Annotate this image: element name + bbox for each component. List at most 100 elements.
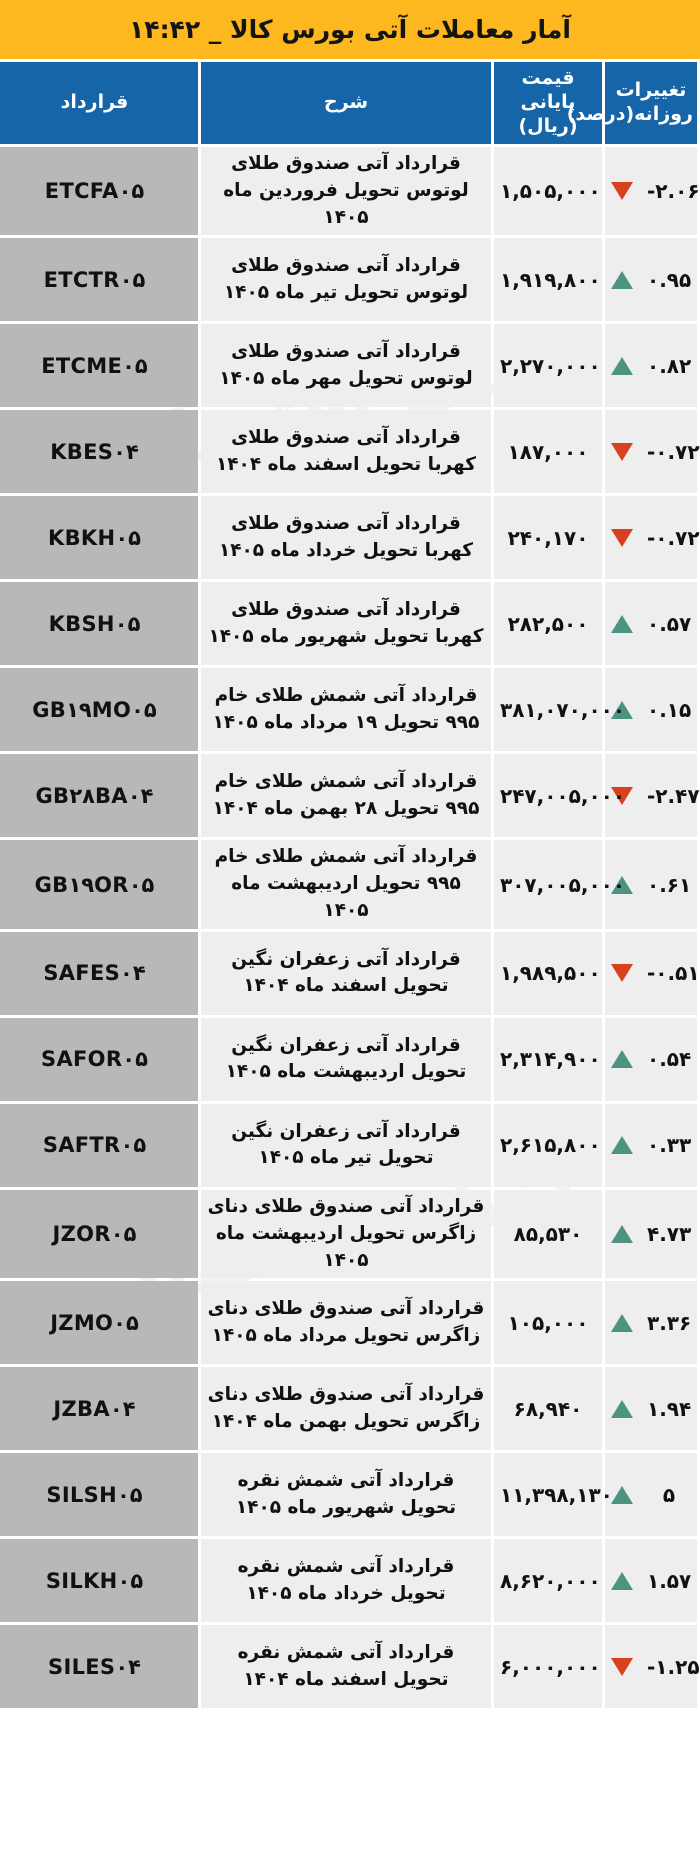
triangle-down-icon [611,528,633,547]
table-row: ۰.۵۷ ۲۸۲,۵۰۰ قرارداد آتی صندوق طلای کهربا … [0,582,697,666]
change-value: ۴.۷۳ [647,1222,692,1247]
triangle-down-icon [611,442,633,461]
table-row: ۰.۶۱ ۳۰۷,۰۰۵,۰۰۰ قرارداد آتی شمش طلای خام … [0,840,697,929]
table-row: ۳.۳۶ ۱۰۵,۰۰۰ قرارداد آتی صندوق طلای دنای ز… [0,1281,697,1365]
change-value: -۲.۰۶ [647,179,700,204]
cell-closing-price: ۶۸,۹۴۰ [494,1367,602,1451]
triangle-down-icon [611,1657,633,1676]
column-header-description: شرح [201,62,491,144]
table-row: ۰.۹۵ ۱,۹۱۹,۸۰۰ قرارداد آتی صندوق طلای لوتو… [0,238,697,322]
change-value: -۱.۲۵ [647,1654,700,1679]
cell-description: قرارداد آتی صندوق طلای کهربا تحویل خرداد… [201,496,491,580]
cell-contract-code: JZMO۰۵ [0,1281,198,1365]
cell-closing-price: ۲,۳۱۴,۹۰۰ [494,1017,602,1101]
cell-closing-price: ۱۸۷,۰۰۰ [494,410,602,494]
cell-description: قرارداد آتی شمش طلای خام ۹۹۵ تحویل اردیب… [201,840,491,929]
cell-daily-change: ۰.۱۵ [605,668,697,752]
futures-contracts-table: تغییرات روزانه(درصد) قیمت پایانی (ریال) … [0,59,700,1711]
cell-description: قرارداد آتی شمش نقره تحویل خرداد ماه ۱۴۰… [201,1539,491,1623]
triangle-up-icon [611,1571,633,1590]
table-row: ۴.۷۳ ۸۵,۵۳۰ قرارداد آتی صندوق طلای دنای زا… [0,1189,697,1279]
cell-daily-change: ۰.۶۱ [605,840,697,929]
cell-description: قرارداد آتی صندوق طلای دنای زاگرس تحویل … [201,1367,491,1451]
cell-contract-code: ETCME۰۵ [0,324,198,408]
triangle-up-icon [611,270,633,289]
table-header-row: تغییرات روزانه(درصد) قیمت پایانی (ریال) … [0,62,697,144]
change-value: -۰.۵۱ [647,961,700,986]
cell-contract-code: KBKH۰۵ [0,496,198,580]
table-header: تغییرات روزانه(درصد) قیمت پایانی (ریال) … [0,62,697,144]
cell-contract-code: GB۱۹MO۰۵ [0,668,198,752]
cell-contract-code: JZOR۰۵ [0,1189,198,1279]
triangle-up-icon [611,1313,633,1332]
cell-closing-price: ۱,۹۱۹,۸۰۰ [494,238,602,322]
cell-daily-change: ۴.۷۳ [605,1189,697,1279]
cell-daily-change: ۱.۵۷ [605,1539,697,1623]
cell-daily-change: ۵ [605,1453,697,1537]
cell-contract-code: GB۲۸BA۰۴ [0,754,198,838]
cell-description: قرارداد آتی شمش طلای خام ۹۹۵ تحویل ۱۹ مر… [201,668,491,752]
cell-closing-price: ۲۸۲,۵۰۰ [494,582,602,666]
triangle-up-icon [611,1136,633,1155]
cell-daily-change: ۰.۳۳ [605,1103,697,1187]
table-row: ۰.۳۳ ۲,۶۱۵,۸۰۰ قرارداد آتی زعفران نگین تحو… [0,1103,697,1187]
triangle-up-icon [611,1225,633,1244]
page-banner: آمار معاملات آتی بورس کالا _ ۱۴:۴۲ [0,0,700,62]
table-row: ۰.۸۲ ۲,۲۷۰,۰۰۰ قرارداد آتی صندوق طلای لوتو… [0,324,697,408]
change-value: ۰.۵۴ [647,1047,692,1072]
cell-contract-code: ETCFA۰۵ [0,147,198,236]
triangle-down-icon [611,786,633,805]
cell-description: قرارداد آتی صندوق طلای کهربا تحویل اسفند… [201,410,491,494]
table-body: -۲.۰۶ ۱,۵۰۵,۰۰۰ قرارداد آتی صندوق طلای لوت… [0,147,700,1709]
cell-description: قرارداد آتی زعفران نگین تحویل اردیبهشت م… [201,1017,491,1101]
cell-daily-change: -۰.۷۲ [605,410,700,494]
cell-closing-price: ۲۴۰,۱۷۰ [494,496,602,580]
change-value: ۰.۶۱ [647,872,692,897]
triangle-up-icon [611,614,633,633]
column-header-price: قیمت پایانی (ریال) [494,62,602,144]
cell-contract-code: GB۱۹OR۰۵ [0,840,198,929]
cell-daily-change: -۰.۷۲ [605,496,700,580]
cell-description: قرارداد آتی شمش نقره تحویل شهریور ماه ۱۴… [201,1453,491,1537]
cell-contract-code: SAFES۰۴ [0,931,198,1015]
table-row: ۰.۵۴ ۲,۳۱۴,۹۰۰ قرارداد آتی زعفران نگین تحو… [0,1017,697,1101]
change-value: ۱.۵۷ [647,1568,692,1593]
table-row: ۰.۱۵ ۳۸۱,۰۷۰,۰۰۰ قرارداد آتی شمش طلای خام … [0,668,697,752]
table-row: -۰.۷۲ ۱۸۷,۰۰۰ قرارداد آتی صندوق طلای کهربا… [0,410,700,494]
change-value: ۰.۳۳ [647,1133,692,1158]
triangle-up-icon [611,356,633,375]
cell-daily-change: ۰.۸۲ [605,324,697,408]
cell-daily-change: ۰.۵۷ [605,582,697,666]
triangle-down-icon [611,964,633,983]
triangle-up-icon [611,700,633,719]
column-header-change: تغییرات روزانه(درصد) [567,62,697,144]
cell-closing-price: ۲,۲۷۰,۰۰۰ [494,324,602,408]
change-value: ۰.۹۵ [647,267,692,292]
cell-contract-code: JZBA۰۴ [0,1367,198,1451]
cell-closing-price: ۱,۹۸۹,۵۰۰ [494,931,602,1015]
cell-closing-price: ۲۴۷,۰۰۵,۰۰۰ [494,754,625,838]
table-row: ۱.۵۷ ۸,۶۲۰,۰۰۰ قرارداد آتی شمش نقره تحویل … [0,1539,697,1623]
cell-contract-code: KBSH۰۵ [0,582,198,666]
cell-contract-code: ETCTR۰۵ [0,238,198,322]
cell-contract-code: SAFTR۰۵ [0,1103,198,1187]
cell-daily-change: -۲.۴۷ [605,754,700,838]
cell-closing-price: ۶,۰۰۰,۰۰۰ [494,1625,602,1709]
cell-closing-price: ۱۱,۳۹۸,۱۳۰ [494,1453,613,1537]
change-value: ۰.۱۵ [647,697,692,722]
cell-closing-price: ۱,۵۰۵,۰۰۰ [494,147,602,236]
triangle-up-icon [611,1050,633,1069]
cell-closing-price: ۳۸۱,۰۷۰,۰۰۰ [494,668,625,752]
triangle-up-icon [611,1485,633,1504]
change-value: ۰.۵۷ [647,611,692,636]
cell-daily-change: ۰.۹۵ [605,238,697,322]
cell-closing-price: ۲,۶۱۵,۸۰۰ [494,1103,602,1187]
cell-daily-change: ۰.۵۴ [605,1017,697,1101]
cell-closing-price: ۸,۶۲۰,۰۰۰ [494,1539,602,1623]
column-header-contract: قرارداد [0,62,198,144]
cell-closing-price: ۱۰۵,۰۰۰ [494,1281,602,1365]
cell-description: قرارداد آتی شمش طلای خام ۹۹۵ تحویل ۲۸ به… [201,754,491,838]
change-value: -۰.۷۲ [647,525,700,550]
cell-description: قرارداد آتی شمش نقره تحویل اسفند ماه ۱۴۰… [201,1625,491,1709]
